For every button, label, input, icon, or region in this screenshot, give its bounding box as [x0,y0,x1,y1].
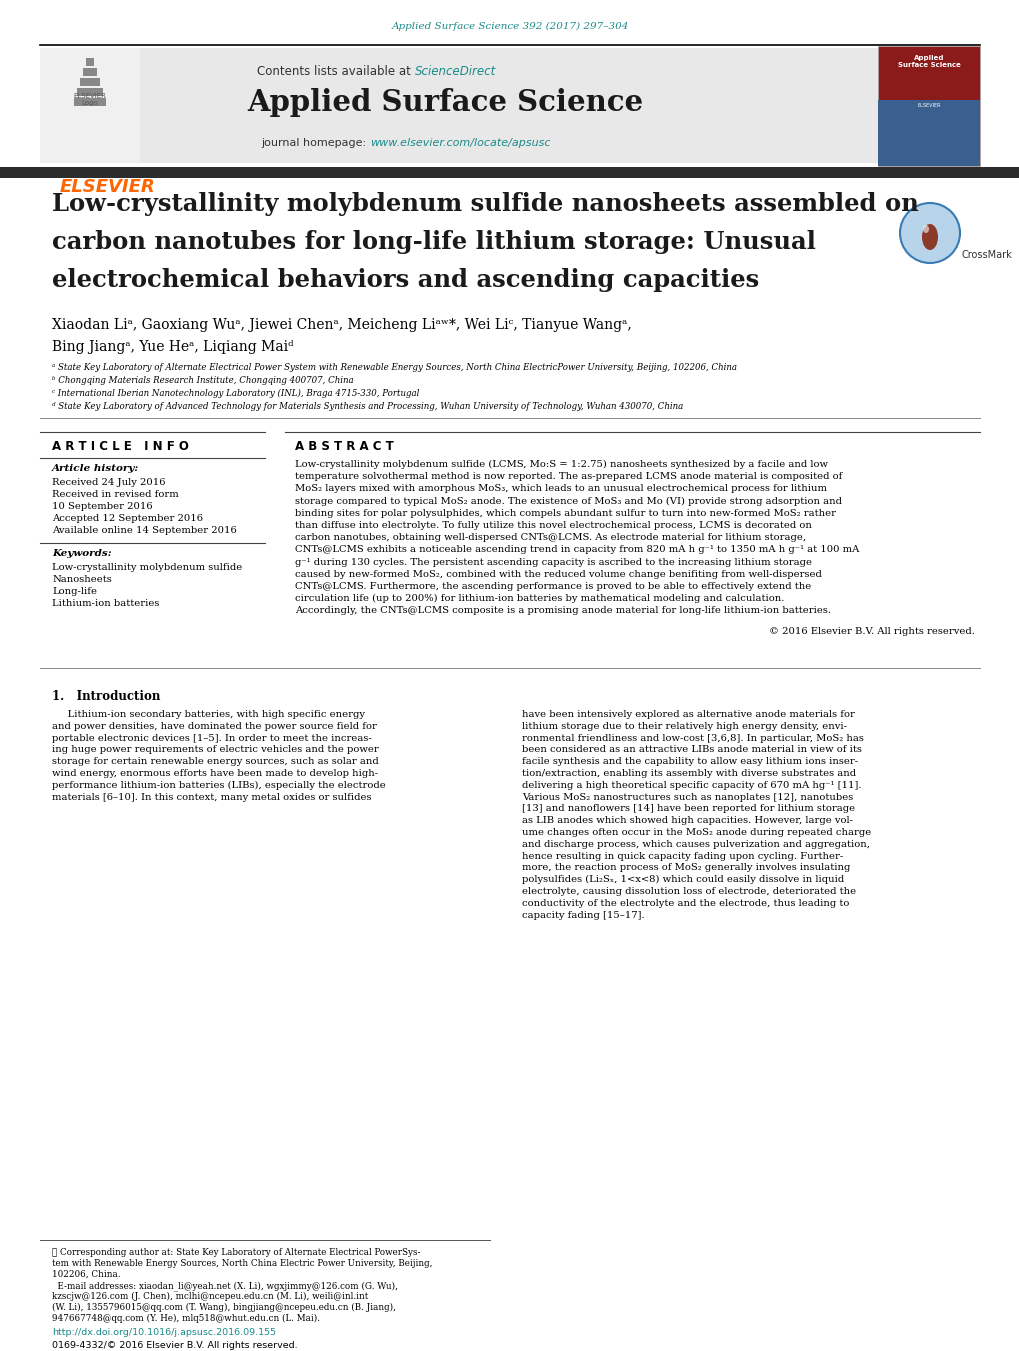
Text: portable electronic devices [1–5]. In order to meet the increas-: portable electronic devices [1–5]. In or… [52,734,371,743]
Text: www.elsevier.com/locate/apsusc: www.elsevier.com/locate/apsusc [370,138,550,149]
Text: 102206, China.: 102206, China. [52,1270,120,1279]
Text: storage compared to typical MoS₂ anode. The existence of MoS₃ and Mo (VI) provid: storage compared to typical MoS₂ anode. … [294,497,841,505]
Text: CrossMark: CrossMark [961,250,1012,259]
Text: Received in revised form: Received in revised form [52,490,178,499]
Text: (W. Li), 1355796015@qq.com (T. Wang), bingjiang@ncepeu.edu.cn (B. Jiang),: (W. Li), 1355796015@qq.com (T. Wang), bi… [52,1302,395,1312]
Text: Applied Surface Science 392 (2017) 297–304: Applied Surface Science 392 (2017) 297–3… [391,22,628,31]
Text: binding sites for polar polysulphides, which compels abundant sulfur to turn int: binding sites for polar polysulphides, w… [294,509,836,517]
Text: carbon nanotubes, obtaining well-dispersed CNTs@LCMS. As electrode material for : carbon nanotubes, obtaining well-dispers… [294,534,805,542]
Text: been considered as an attractive LIBs anode material in view of its: been considered as an attractive LIBs an… [522,746,861,754]
Bar [40,49,140,163]
Text: ronmental friendliness and low-cost [3,6,8]. In particular, MoS₂ has: ronmental friendliness and low-cost [3,6… [522,734,863,743]
Text: ᵈ State Key Laboratory of Advanced Technology for Materials Synthesis and Proces: ᵈ State Key Laboratory of Advanced Techn… [52,403,683,411]
Text: kzscjw@126.com (J. Chen), mclhi@ncepeu.edu.cn (M. Li), weili@inl.int: kzscjw@126.com (J. Chen), mclhi@ncepeu.e… [52,1292,368,1301]
Text: CNTs@LCMS. Furthermore, the ascending performance is proved to be able to effect: CNTs@LCMS. Furthermore, the ascending pe… [294,582,810,590]
Text: storage for certain renewable energy sources, such as solar and: storage for certain renewable energy sou… [52,757,378,766]
Text: ᶜ International Iberian Nanotechnology Laboratory (INL), Braga 4715-330, Portuga: ᶜ International Iberian Nanotechnology L… [52,389,419,399]
Circle shape [899,203,959,263]
Bar [877,46,979,166]
Text: than diffuse into electrolyte. To fully utilize this novel electrochemical proce: than diffuse into electrolyte. To fully … [294,521,811,530]
Text: ume changes often occur in the MoS₂ anode during repeated charge: ume changes often occur in the MoS₂ anod… [522,828,870,838]
Text: ing huge power requirements of electric vehicles and the power: ing huge power requirements of electric … [52,746,378,754]
Text: capacity fading [15–17].: capacity fading [15–17]. [522,911,644,920]
Text: conductivity of the electrolyte and the electrode, thus leading to: conductivity of the electrolyte and the … [522,898,849,908]
Text: Applied Surface Science: Applied Surface Science [247,88,642,118]
Text: Lithium-ion secondary batteries, with high specific energy: Lithium-ion secondary batteries, with hi… [52,711,365,719]
Text: and power densities, have dominated the power source field for: and power densities, have dominated the … [52,721,376,731]
Text: delivering a high theoretical specific capacity of 670 mA hg⁻¹ [11].: delivering a high theoretical specific c… [522,781,861,790]
Text: Applied
Surface Science: Applied Surface Science [897,55,960,68]
Text: Article history:: Article history: [52,463,140,473]
Text: E-mail addresses: xiaodan_li@yeah.net (X. Li), wgxjimmy@126.com (G. Wu),: E-mail addresses: xiaodan_li@yeah.net (X… [52,1281,397,1290]
Text: A R T I C L E   I N F O: A R T I C L E I N F O [52,440,189,453]
Text: ScienceDirect: ScienceDirect [415,65,496,78]
Text: ELSEVIER: ELSEVIER [916,103,940,108]
Text: polysulfides (Li₂Sₓ, 1<x<8) which could easily dissolve in liquid: polysulfides (Li₂Sₓ, 1<x<8) which could … [522,875,844,885]
Text: journal homepage:: journal homepage: [261,138,370,149]
Text: ELSEVIER: ELSEVIER [60,178,156,196]
Bar [86,58,94,66]
Text: Accordingly, the CNTs@LCMS composite is a promising anode material for long-life: Accordingly, the CNTs@LCMS composite is … [294,607,830,616]
Text: © 2016 Elsevier B.V. All rights reserved.: © 2016 Elsevier B.V. All rights reserved… [768,627,974,635]
Text: performance lithium-ion batteries (LIBs), especially the electrode: performance lithium-ion batteries (LIBs)… [52,781,385,790]
Text: carbon nanotubes for long-life lithium storage: Unusual: carbon nanotubes for long-life lithium s… [52,230,815,254]
Text: A B S T R A C T: A B S T R A C T [294,440,393,453]
Text: ᵇ Chongqing Materials Research Institute, Chongqing 400707, China: ᵇ Chongqing Materials Research Institute… [52,376,354,385]
Text: Received 24 July 2016: Received 24 July 2016 [52,478,165,486]
Bar [40,49,879,163]
Text: 0169-4332/© 2016 Elsevier B.V. All rights reserved.: 0169-4332/© 2016 Elsevier B.V. All right… [52,1342,298,1350]
Text: Available online 14 September 2016: Available online 14 September 2016 [52,526,236,535]
Text: Low-crystallinity molybdenum sulfide nanosheets assembled on: Low-crystallinity molybdenum sulfide nan… [52,192,918,216]
Bar [83,68,97,76]
Text: g⁻¹ during 130 cycles. The persistent ascending capacity is ascribed to the incr: g⁻¹ during 130 cycles. The persistent as… [294,558,811,566]
Text: facile synthesis and the capability to allow easy lithium ions inser-: facile synthesis and the capability to a… [522,757,857,766]
Text: electrolyte, causing dissolution loss of electrode, deteriorated the: electrolyte, causing dissolution loss of… [522,888,855,896]
Text: temperature solvothermal method is now reported. The as-prepared LCMS anode mate: temperature solvothermal method is now r… [294,473,842,481]
Text: have been intensively explored as alternative anode materials for: have been intensively explored as altern… [522,711,854,719]
Text: 10 September 2016: 10 September 2016 [52,503,153,511]
Text: 947667748@qq.com (Y. He), mlq518@whut.edu.cn (L. Mai).: 947667748@qq.com (Y. He), mlq518@whut.ed… [52,1315,320,1323]
Text: wind energy, enormous efforts have been made to develop high-: wind energy, enormous efforts have been … [52,769,378,778]
Text: and discharge process, which causes pulverization and aggregation,: and discharge process, which causes pulv… [522,840,869,848]
Text: [13] and nanoflowers [14] have been reported for lithium storage: [13] and nanoflowers [14] have been repo… [522,804,854,813]
Text: ELSEVIER
Logo: ELSEVIER Logo [73,93,106,107]
Text: Accepted 12 September 2016: Accepted 12 September 2016 [52,513,203,523]
Text: electrochemical behaviors and ascending capacities: electrochemical behaviors and ascending … [52,267,758,292]
Text: ᵃ State Key Laboratory of Alternate Electrical Power System with Renewable Energ: ᵃ State Key Laboratory of Alternate Elec… [52,363,737,372]
Text: CNTs@LCMS exhibits a noticeable ascending trend in capacity from 820 mA h g⁻¹ to: CNTs@LCMS exhibits a noticeable ascendin… [294,546,859,554]
Bar [76,88,103,96]
Ellipse shape [922,226,928,232]
Bar [877,100,979,166]
Text: more, the reaction process of MoS₂ generally involves insulating: more, the reaction process of MoS₂ gener… [522,863,850,873]
Text: ★ Corresponding author at: State Key Laboratory of Alternate Electrical PowerSys: ★ Corresponding author at: State Key Lab… [52,1248,420,1256]
Text: Contents lists available at: Contents lists available at [257,65,415,78]
Text: Xiaodan Liᵃ, Gaoxiang Wuᵃ, Jiewei Chenᵃ, Meicheng Liᵃʷ*, Wei Liᶜ, Tianyue Wangᵃ,: Xiaodan Liᵃ, Gaoxiang Wuᵃ, Jiewei Chenᵃ,… [52,317,631,332]
Text: hence resulting in quick capacity fading upon cycling. Further-: hence resulting in quick capacity fading… [522,851,843,861]
Bar [0,168,1019,178]
Text: http://dx.doi.org/10.1016/j.apsusc.2016.09.155: http://dx.doi.org/10.1016/j.apsusc.2016.… [52,1328,276,1337]
Text: tem with Renewable Energy Sources, North China Electric Power University, Beijin: tem with Renewable Energy Sources, North… [52,1259,432,1269]
Text: caused by new-formed MoS₂, combined with the reduced volume change benifiting fr: caused by new-formed MoS₂, combined with… [294,570,821,578]
Text: tion/extraction, enabling its assembly with diverse substrates and: tion/extraction, enabling its assembly w… [522,769,855,778]
Text: 1.   Introduction: 1. Introduction [52,690,160,703]
Text: Lithium-ion batteries: Lithium-ion batteries [52,598,159,608]
Text: materials [6–10]. In this context, many metal oxides or sulfides: materials [6–10]. In this context, many … [52,793,371,801]
Text: MoS₂ layers mixed with amorphous MoS₃, which leads to an unusual electrochemical: MoS₂ layers mixed with amorphous MoS₃, w… [294,485,826,493]
Text: as LIB anodes which showed high capacities. However, large vol-: as LIB anodes which showed high capaciti… [522,816,852,825]
Text: lithium storage due to their relatively high energy density, envi-: lithium storage due to their relatively … [522,721,846,731]
Bar [74,99,106,105]
Text: Low-crystallinity molybdenum sulfide: Low-crystallinity molybdenum sulfide [52,563,243,571]
Text: Keywords:: Keywords: [52,549,111,558]
Text: Bing Jiangᵃ, Yue Heᵃ, Liqiang Maiᵈ: Bing Jiangᵃ, Yue Heᵃ, Liqiang Maiᵈ [52,340,293,354]
Text: Low-crystallinity molybdenum sulfide (LCMS, Mo:S = 1:2.75) nanosheets synthesize: Low-crystallinity molybdenum sulfide (LC… [294,459,827,469]
Ellipse shape [921,224,937,250]
Bar [79,78,100,86]
Text: Long-life: Long-life [52,586,97,596]
Text: Nanosheets: Nanosheets [52,576,112,584]
Text: circulation life (up to 200%) for lithium-ion batteries by mathematical modeling: circulation life (up to 200%) for lithiu… [294,594,784,604]
Text: Various MoS₂ nanostructures such as nanoplates [12], nanotubes: Various MoS₂ nanostructures such as nano… [522,793,853,801]
